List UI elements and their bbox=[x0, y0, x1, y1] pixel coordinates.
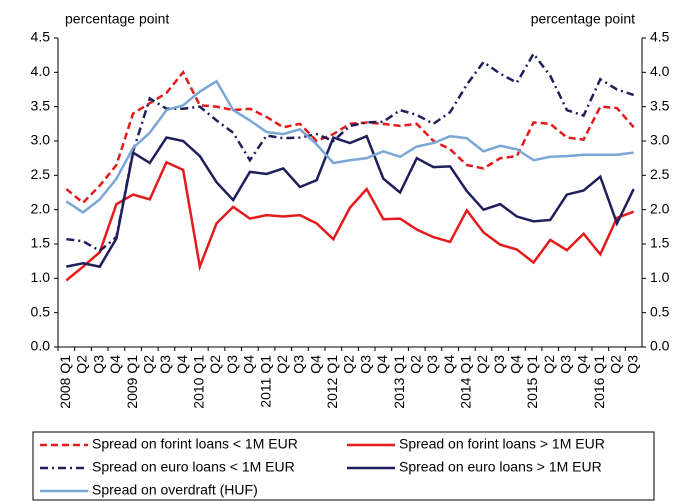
x-tick-label: Q3 bbox=[90, 355, 106, 374]
y-tick-label: 1.5 bbox=[31, 235, 51, 251]
legend-label: Spread on overdraft (HUF) bbox=[92, 482, 258, 498]
y2-tick-label: 4.0 bbox=[650, 63, 670, 79]
x-tick-label: 2013 Q1 bbox=[391, 355, 407, 409]
y-tick-label: 0.0 bbox=[31, 338, 51, 354]
x-tick-label: Q2 bbox=[207, 355, 223, 374]
y-tick-label: 3.0 bbox=[31, 132, 51, 148]
y2-tick-label: 1.0 bbox=[650, 269, 670, 285]
y-tick-label: 0.5 bbox=[31, 303, 51, 319]
x-tick-label: Q2 bbox=[341, 355, 357, 374]
x-tick-label: Q3 bbox=[157, 355, 173, 374]
series-line bbox=[66, 51, 635, 253]
x-tick-label: Q2 bbox=[541, 355, 557, 374]
x-tick-label: Q2 bbox=[74, 355, 90, 374]
x-tick-label: 2010 Q1 bbox=[191, 355, 207, 409]
x-tick-label: Q3 bbox=[491, 355, 507, 374]
x-tick-label: Q4 bbox=[374, 355, 390, 374]
x-tick-label: Q2 bbox=[140, 355, 156, 374]
x-tick-label: 2011 Q1 bbox=[257, 355, 273, 408]
x-tick-label: Q4 bbox=[441, 355, 457, 374]
x-tick-label: Q3 bbox=[224, 355, 240, 374]
y2-tick-label: 1.5 bbox=[650, 235, 670, 251]
x-tick-label: Q3 bbox=[558, 355, 574, 374]
y2-tick-label: 4.5 bbox=[650, 29, 670, 45]
y2-tick-label: 3.5 bbox=[650, 97, 670, 113]
y-axis-label: percentage point bbox=[65, 11, 169, 27]
x-tick-label: 2014 Q1 bbox=[458, 355, 474, 409]
legend-label: Spread on forint loans > 1M EUR bbox=[399, 436, 605, 452]
x-tick-label: 2012 Q1 bbox=[324, 355, 340, 409]
legend-label: Spread on euro loans < 1M EUR bbox=[92, 459, 295, 475]
y2-tick-label: 0.0 bbox=[650, 338, 670, 354]
y-tick-label: 2.0 bbox=[31, 200, 51, 216]
x-tick-label: Q4 bbox=[574, 355, 590, 374]
x-tick-label: Q3 bbox=[624, 355, 640, 374]
legend-label: Spread on forint loans < 1M EUR bbox=[92, 436, 298, 452]
x-tick-label: Q3 bbox=[357, 355, 373, 374]
x-tick-label: Q4 bbox=[107, 355, 123, 374]
y-tick-label: 4.0 bbox=[31, 63, 51, 79]
x-tick-label: 2016 Q1 bbox=[591, 355, 607, 409]
legend-box bbox=[32, 431, 655, 501]
x-tick-label: Q2 bbox=[474, 355, 490, 374]
x-tick-label: Q3 bbox=[424, 355, 440, 374]
series-line bbox=[65, 160, 635, 282]
y2-tick-label: 2.0 bbox=[650, 200, 670, 216]
series-line bbox=[65, 79, 634, 214]
x-tick-label: 2009 Q1 bbox=[124, 355, 140, 409]
x-tick-label: Q2 bbox=[407, 355, 423, 374]
x-tick-label: Q2 bbox=[274, 355, 290, 374]
x-tick-label: Q4 bbox=[508, 355, 524, 374]
y-tick-label: 1.0 bbox=[31, 269, 51, 285]
y-tick-label: 2.5 bbox=[31, 166, 51, 182]
x-tick-label: 2008 Q1 bbox=[57, 355, 73, 409]
x-tick-label: Q4 bbox=[174, 355, 190, 374]
series-line bbox=[65, 70, 635, 205]
y2-tick-label: 2.5 bbox=[650, 166, 670, 182]
y-tick-label: 3.5 bbox=[31, 97, 51, 113]
x-tick-label: Q4 bbox=[241, 355, 257, 374]
x-tick-label: Q2 bbox=[608, 355, 624, 374]
y-tick-label: 4.5 bbox=[31, 29, 51, 45]
series-line bbox=[66, 134, 635, 269]
y2-axis-label: percentage point bbox=[531, 11, 635, 27]
x-tick-label: 2015 Q1 bbox=[524, 355, 540, 409]
legend-label: Spread on euro loans > 1M EUR bbox=[399, 459, 602, 475]
y2-tick-label: 0.5 bbox=[650, 303, 670, 319]
y2-tick-label: 3.0 bbox=[650, 132, 670, 148]
x-tick-label: Q4 bbox=[307, 355, 323, 374]
x-tick-label: Q3 bbox=[291, 355, 307, 374]
